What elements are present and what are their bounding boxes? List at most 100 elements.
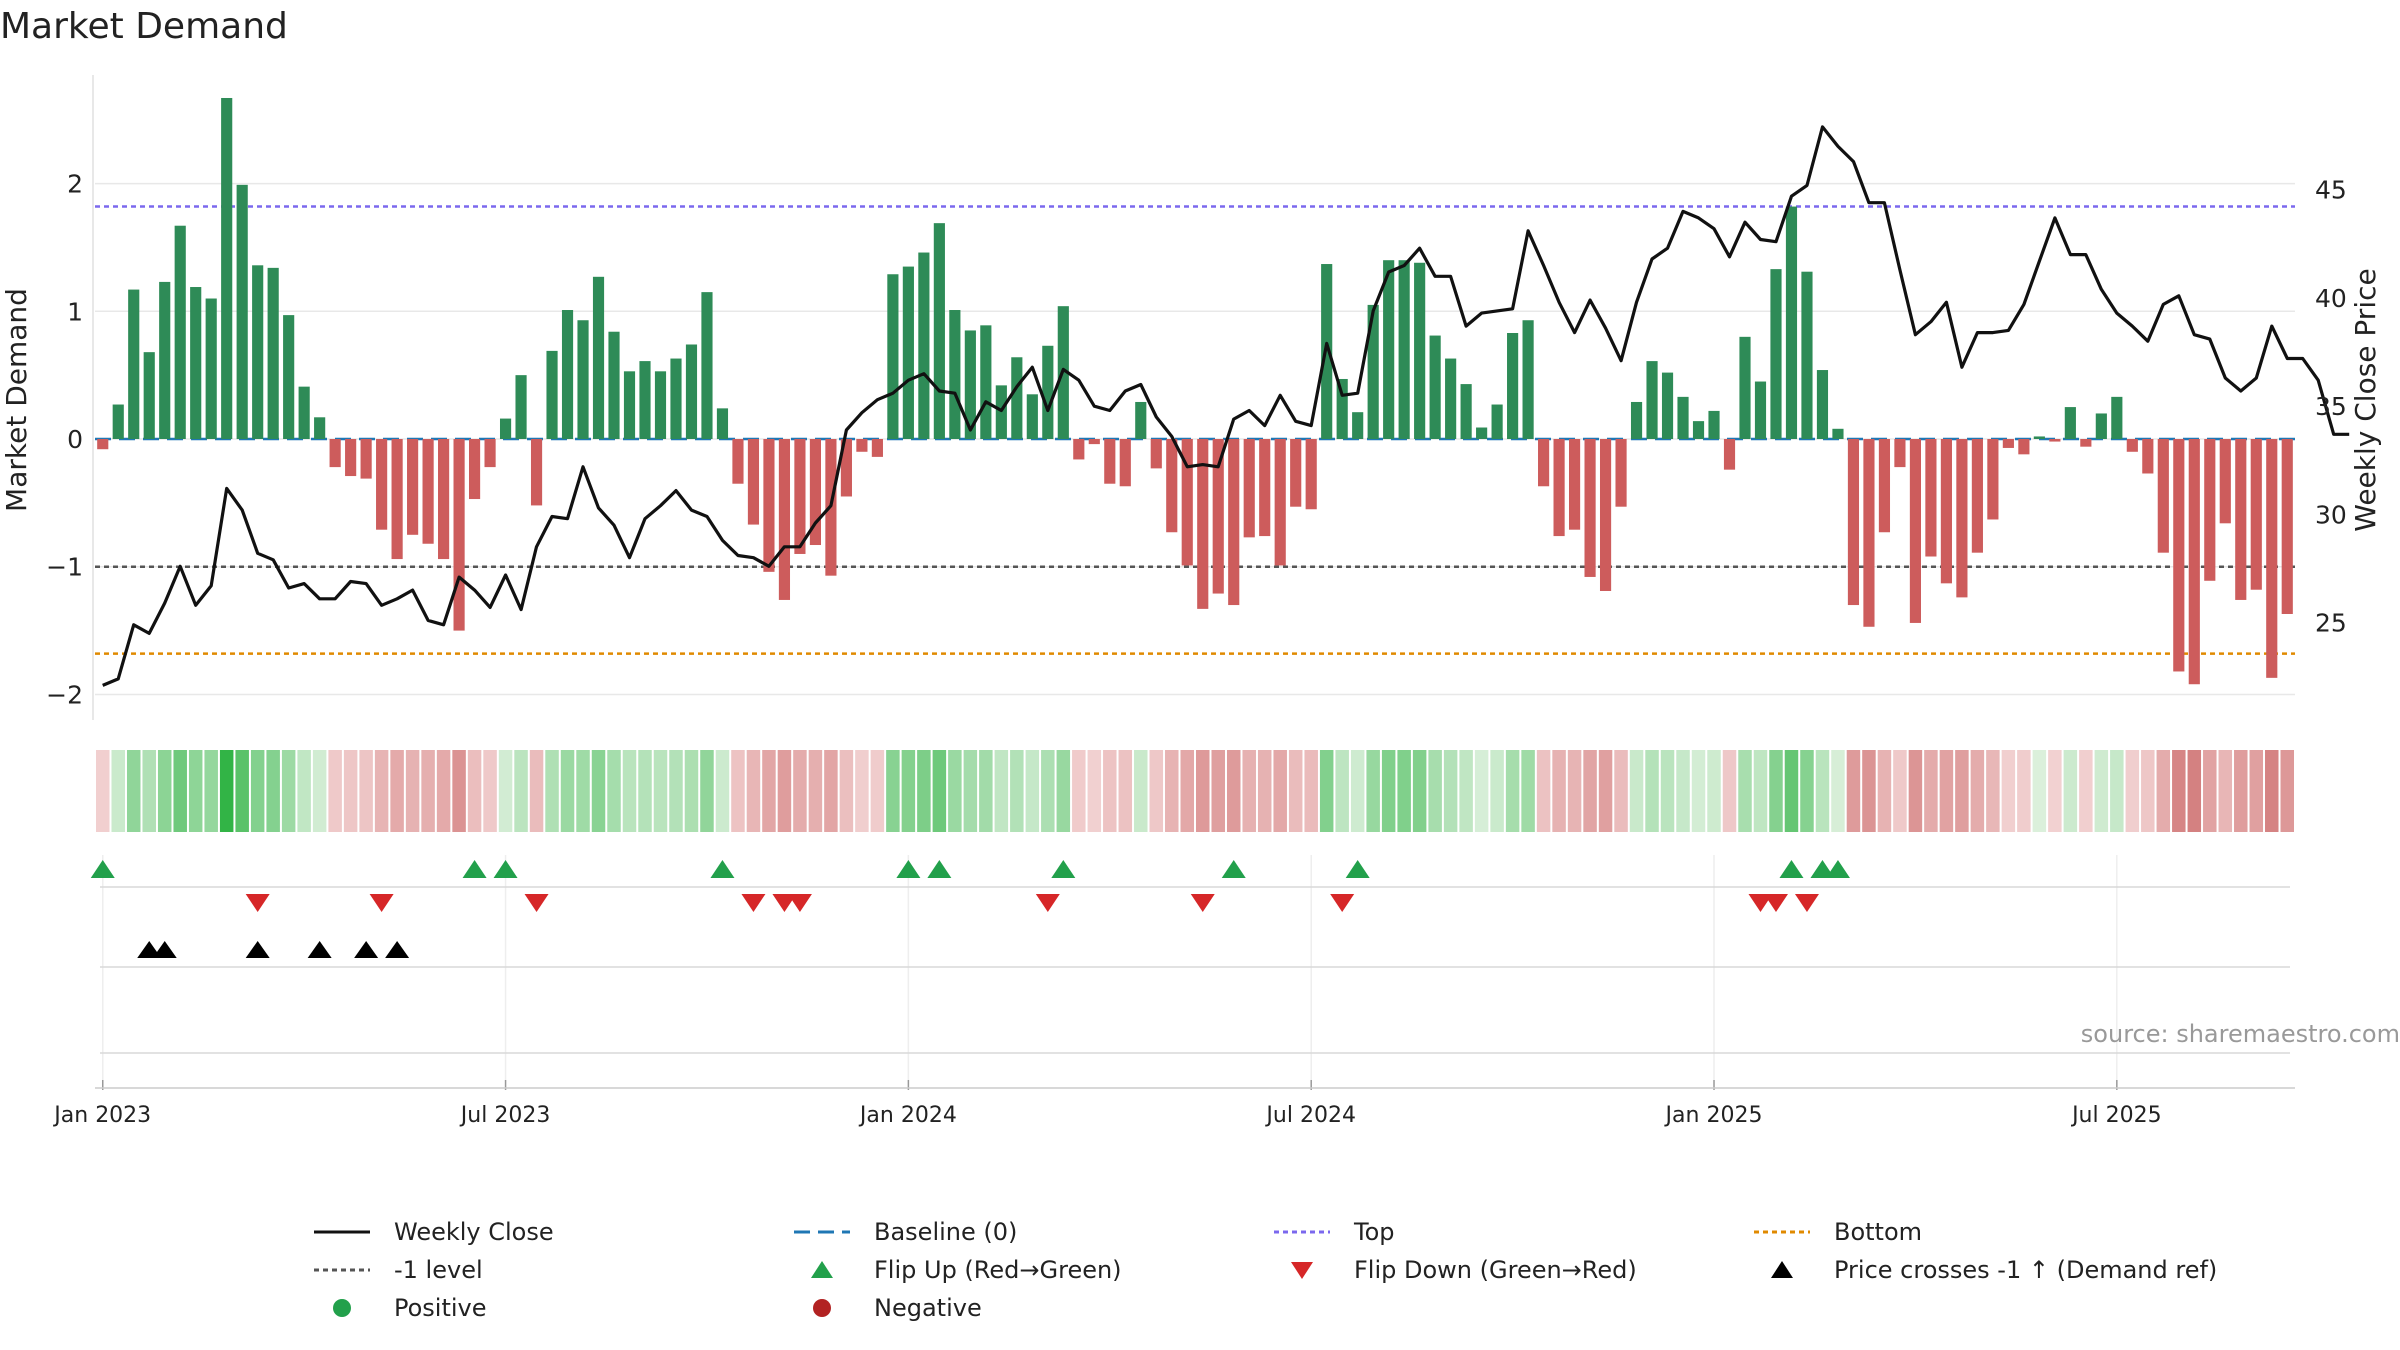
heat-cell [545, 750, 559, 832]
demand-bar [1181, 439, 1193, 566]
demand-bar [1212, 439, 1224, 594]
demand-bar [345, 439, 357, 477]
flip-down-marker [741, 894, 766, 912]
x-tick-label: Jul 2023 [459, 1103, 551, 1128]
heat-cell [1862, 750, 1876, 832]
demand-bar [654, 371, 667, 440]
heat-cell [1474, 750, 1489, 832]
heat-cell [994, 750, 1009, 832]
heat-cell [219, 750, 234, 832]
demand-bar [1538, 439, 1550, 487]
demand-bar [623, 371, 636, 440]
heat-cell [1025, 750, 1040, 832]
heat-cell [1583, 750, 1597, 832]
legend-positive-label: Positive [394, 1294, 487, 1322]
demand-bar [670, 358, 682, 440]
demand-bar [778, 439, 791, 600]
flip-up-marker [1051, 860, 1076, 878]
demand-bar [1042, 345, 1054, 440]
heat-cell [917, 750, 931, 832]
demand-bar [1088, 439, 1100, 445]
heat-cell [1010, 750, 1024, 832]
heat-cell [591, 750, 606, 832]
heat-cell [700, 750, 714, 832]
demand-bar [1569, 439, 1581, 530]
heat-cell [2141, 750, 2155, 832]
heat-cell [1273, 750, 1287, 832]
weekly-close-line [102, 125, 2350, 687]
legend-flip-down-icon [1291, 1262, 1313, 1279]
flip-up-marker [710, 860, 735, 878]
heat-cell [2234, 750, 2248, 832]
demand-bar [639, 361, 651, 440]
x-tick-label: Jan 2024 [858, 1103, 957, 1128]
demand-bar [1150, 439, 1162, 469]
heat-cell [2249, 750, 2264, 832]
demand-bar [1491, 404, 1503, 440]
heat-cell [1412, 750, 1427, 832]
demand-bar [933, 223, 945, 440]
demand-bar [1630, 401, 1643, 440]
demand-bar [2111, 396, 2123, 440]
demand-bar [1971, 439, 1983, 553]
demand-bar [871, 439, 883, 457]
demand-bar [1367, 304, 1379, 440]
heat-cell [421, 750, 435, 832]
demand-bar [1460, 384, 1472, 440]
demand-bar [252, 265, 264, 440]
demand-bar [360, 439, 372, 479]
flip-down-marker [245, 894, 270, 912]
flip-down-marker [1190, 894, 1215, 912]
heat-cell [2079, 750, 2093, 832]
demand-bar [1336, 378, 1348, 440]
heat-cell [1676, 750, 1690, 832]
demand-bar [143, 352, 155, 440]
demand-bar [1274, 439, 1286, 566]
demand-bar [747, 439, 760, 525]
flip-up-marker [493, 860, 518, 878]
heat-cell [1381, 750, 1396, 832]
flip-down-marker [772, 894, 797, 912]
price-cross-marker [354, 941, 379, 958]
axes: −2 −1 0 1 2 25 30 35 40 45 Jan 2023 Jul 2023 Jan 202… [46, 75, 2347, 1128]
legend-baseline-label: Baseline (0) [874, 1218, 1018, 1246]
heat-cell [1087, 750, 1102, 832]
heat-cell [1521, 750, 1535, 832]
heat-cell [328, 750, 342, 832]
heat-cell [622, 750, 637, 832]
legend-top: Top [1272, 1215, 1395, 1249]
demand-bar [1754, 381, 1767, 440]
flip-up-marker [927, 860, 952, 878]
demand-bar [1522, 320, 1534, 440]
heat-cell [1707, 750, 1721, 832]
legend-negative-icon [813, 1299, 831, 1317]
demand-bar [1599, 439, 1612, 591]
heat-cell [607, 750, 621, 832]
heat-cell [1955, 750, 1969, 832]
heat-cell [1660, 750, 1675, 832]
demand-bar [1847, 439, 1860, 606]
heat-cell [1165, 750, 1179, 832]
heat-cell [529, 750, 544, 832]
demand-bar [592, 276, 605, 440]
demand-bar [2049, 439, 2061, 442]
demand-bar [1305, 439, 1317, 510]
demand-bar [1414, 262, 1426, 440]
demand-bar [1073, 439, 1085, 460]
flip-down-marker [1330, 894, 1355, 912]
heat-cell [1443, 750, 1458, 832]
legend-minus-one: -1 level [312, 1253, 483, 1287]
legend-price-cross-label: Price crosses -1 ↑ (Demand ref) [1834, 1256, 2218, 1284]
heat-cell [157, 750, 172, 832]
price-cross-marker [307, 941, 332, 958]
heat-cell [963, 750, 978, 832]
heat-cell [1257, 750, 1272, 832]
heat-cell [1397, 750, 1411, 832]
flip-down-marker [1035, 894, 1060, 912]
legend-baseline-swatch [794, 1230, 850, 1234]
demand-bar [794, 439, 806, 554]
price-cross-marker [245, 941, 270, 958]
heat-cell [312, 750, 327, 832]
legend-weekly-close: Weekly Close [312, 1215, 554, 1249]
